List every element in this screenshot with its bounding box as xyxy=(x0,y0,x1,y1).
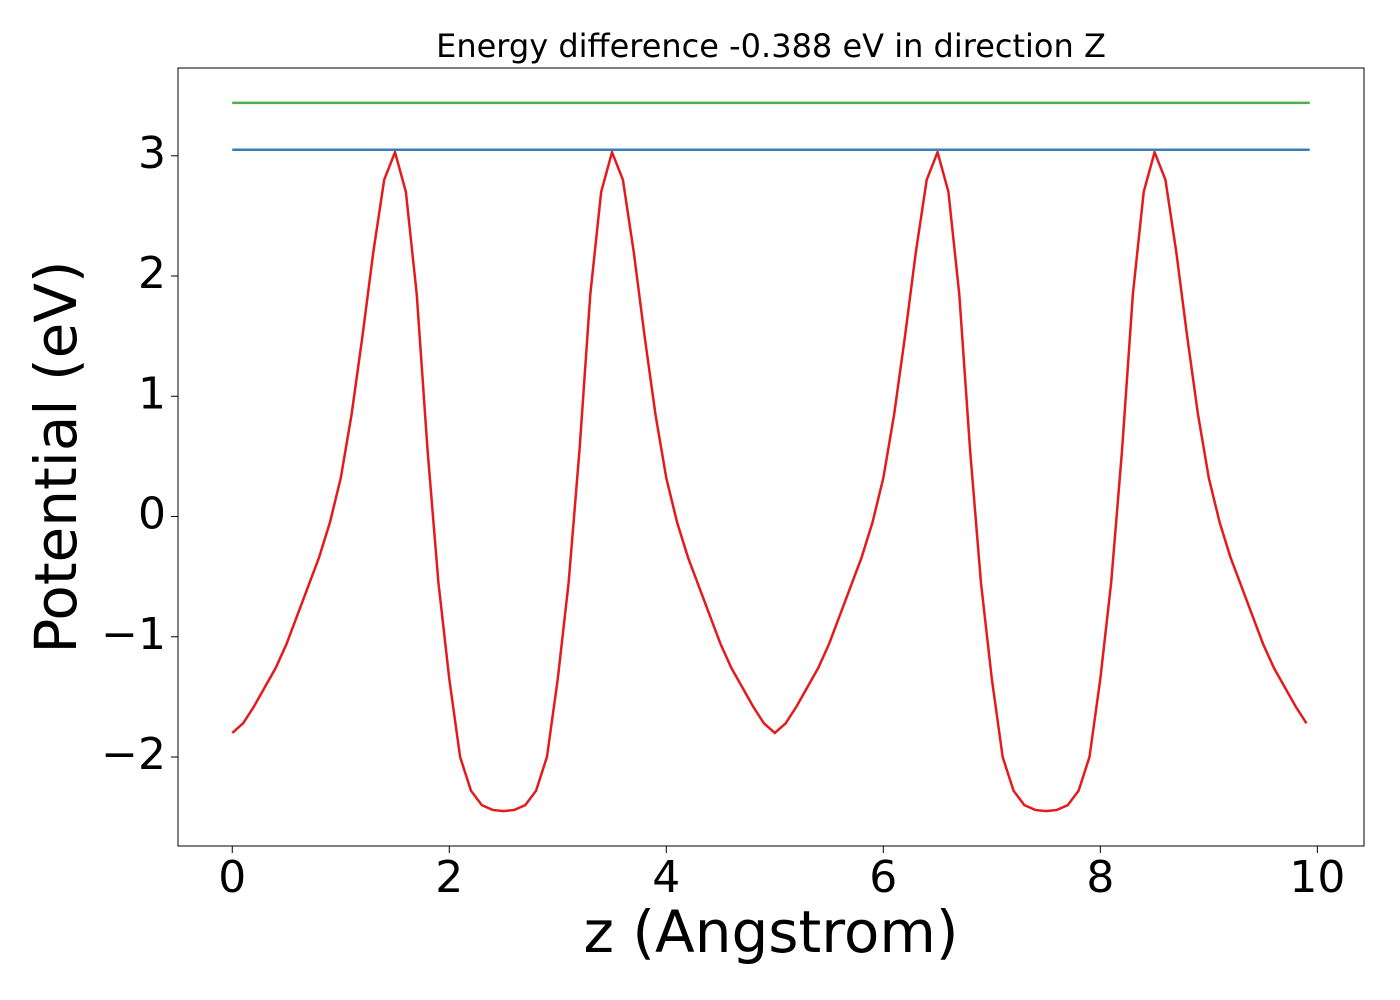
y-tick-label: 2 xyxy=(138,248,166,299)
y-axis-label: Potential (eV) xyxy=(22,260,90,653)
y-tick-label: 1 xyxy=(138,368,166,419)
y-tick-label: −1 xyxy=(101,609,166,660)
x-tick-label: 2 xyxy=(435,852,463,903)
x-tick-label: 10 xyxy=(1289,852,1345,903)
x-axis-label: z (Angstrom) xyxy=(584,898,959,966)
y-tick-label: 3 xyxy=(138,128,166,179)
y-tick-label: −2 xyxy=(101,729,166,780)
x-tick-label: 6 xyxy=(869,852,897,903)
plot-frame xyxy=(177,67,1365,847)
x-tick-label: 0 xyxy=(218,852,246,903)
x-tick-label: 8 xyxy=(1086,852,1114,903)
series-line xyxy=(231,148,1308,813)
chart-title: Energy difference -0.388 eV in direction… xyxy=(436,27,1106,65)
y-tick-label: 0 xyxy=(138,489,166,540)
x-tick-label: 4 xyxy=(652,852,680,903)
